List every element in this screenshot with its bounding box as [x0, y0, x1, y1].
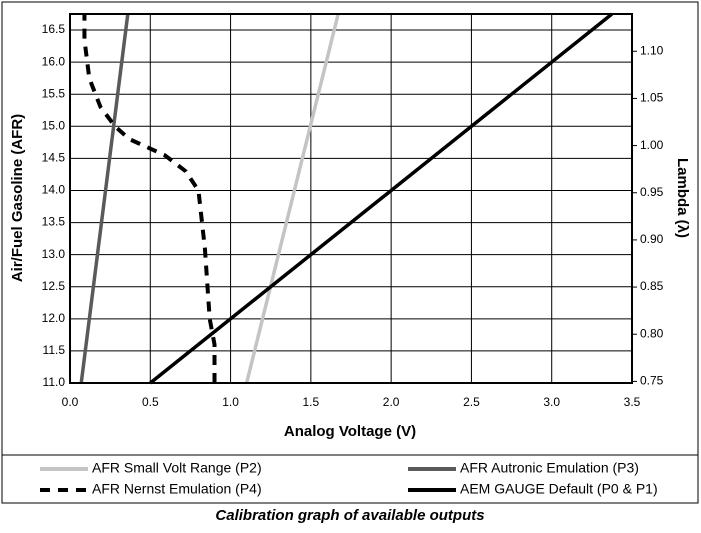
y-tick-label: 13.5	[42, 215, 66, 229]
y-tick-label: 15.0	[42, 118, 66, 132]
y2-tick-label: 1.00	[640, 138, 664, 152]
y2-tick-label: 0.80	[640, 326, 664, 340]
legend-label: AFR Small Volt Range (P2)	[92, 460, 262, 476]
y-axis-label: Air/Fuel Gasoline (AFR)	[9, 114, 26, 282]
series-line	[244, 13, 340, 384]
y2-tick-label: 0.85	[640, 279, 664, 293]
y-tick-label: 14.0	[42, 183, 66, 197]
y2-tick-label: 0.75	[640, 374, 664, 388]
x-tick-label: 1.0	[222, 395, 239, 409]
y-tick-label: 16.5	[42, 22, 66, 36]
series-line	[82, 14, 217, 383]
x-axis-label: Analog Voltage (V)	[284, 423, 416, 440]
plot-area	[70, 14, 632, 383]
y-tick-label: 12.0	[42, 311, 66, 325]
plot-border	[69, 13, 633, 384]
y-tick-label: 16.0	[42, 54, 66, 68]
y-tick-label: 14.5	[42, 151, 66, 165]
y-tick-label: 12.5	[42, 279, 66, 293]
legend-label: AEM GAUGE Default (P0 & P1)	[460, 481, 658, 497]
x-tick-label: 0.5	[142, 395, 159, 409]
y2-tick-label: 0.95	[640, 185, 664, 199]
legend-label: AFR Nernst Emulation (P4)	[92, 481, 262, 497]
y-tick-label: 11.0	[43, 375, 66, 389]
y-tick-label: 15.5	[42, 86, 66, 100]
x-tick-label: 0.0	[62, 395, 79, 409]
x-tick-label: 1.5	[303, 395, 320, 409]
y2-axis-label: Lambda (λ)	[674, 158, 691, 238]
x-tick-label: 3.5	[624, 395, 641, 409]
x-tick-label: 3.0	[543, 395, 560, 409]
series-line	[149, 12, 614, 385]
frame	[1, 1, 699, 504]
y-tick-label: 11.5	[43, 343, 66, 357]
caption: Calibration graph of available outputs	[215, 507, 484, 524]
x-tick-label: 2.0	[383, 395, 400, 409]
series-line	[79, 13, 130, 384]
y2-tick-label: 1.10	[640, 43, 664, 57]
y2-tick-label: 1.05	[640, 91, 664, 105]
x-tick-label: 2.5	[463, 395, 480, 409]
y2-tick-label: 0.90	[640, 232, 664, 246]
legend-label: AFR Autronic Emulation (P3)	[460, 460, 639, 476]
y-tick-label: 13.0	[42, 247, 66, 261]
